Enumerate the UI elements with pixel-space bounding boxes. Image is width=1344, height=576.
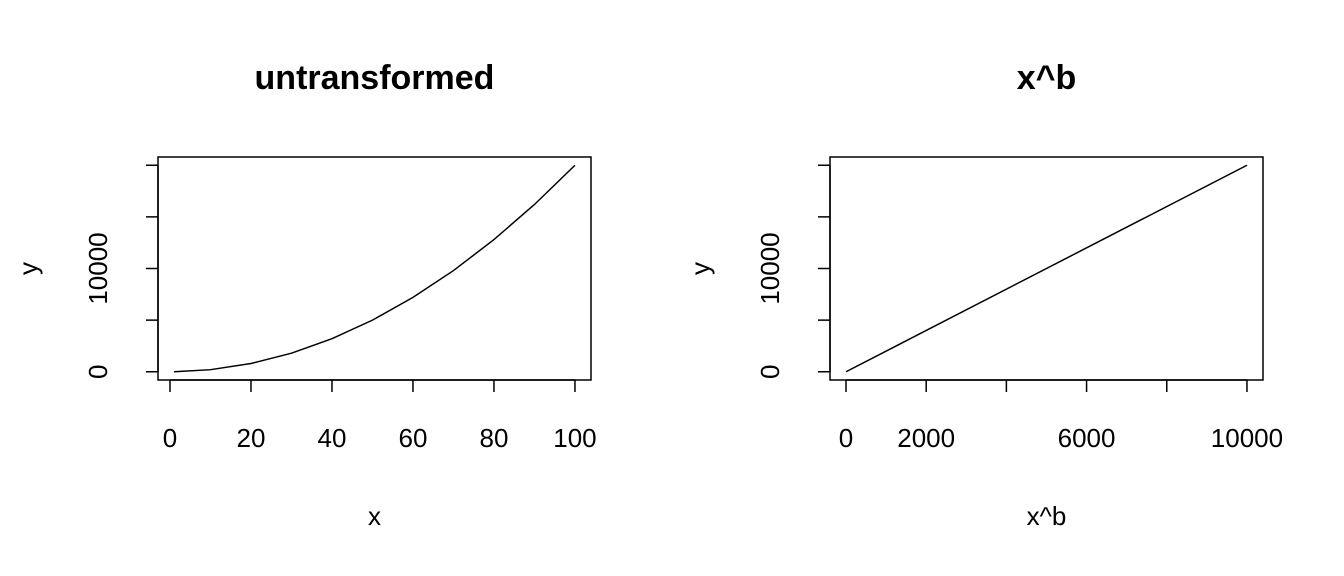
x-tick-label: 2000 <box>897 423 955 453</box>
data-line <box>173 164 576 373</box>
x-tick-label: 10000 <box>1211 423 1283 453</box>
x-tick-label: 20 <box>237 423 266 453</box>
x-axis-label: x^b <box>1027 501 1067 531</box>
x-tick-label: 60 <box>399 423 428 453</box>
x-tick-label: 0 <box>839 423 853 453</box>
y-tick-label: 10000 <box>755 232 785 304</box>
chart-title: untransformed <box>255 59 495 97</box>
data-line <box>845 164 1248 373</box>
y-tick-label: 0 <box>755 365 785 379</box>
x-axis-label: x <box>368 501 381 531</box>
x-tick-label: 80 <box>480 423 509 453</box>
x-tick-label: 0 <box>163 423 177 453</box>
y-axis-label: y <box>685 262 715 275</box>
x-tick-label: 100 <box>553 423 596 453</box>
x-tick-label: 40 <box>318 423 347 453</box>
y-tick-label: 0 <box>83 365 113 379</box>
chart-title: x^b <box>1017 59 1077 97</box>
plot-box <box>157 156 592 381</box>
y-axis-label: y <box>13 262 43 275</box>
y-tick-label: 10000 <box>83 232 113 304</box>
x-tick-label: 6000 <box>1058 423 1116 453</box>
